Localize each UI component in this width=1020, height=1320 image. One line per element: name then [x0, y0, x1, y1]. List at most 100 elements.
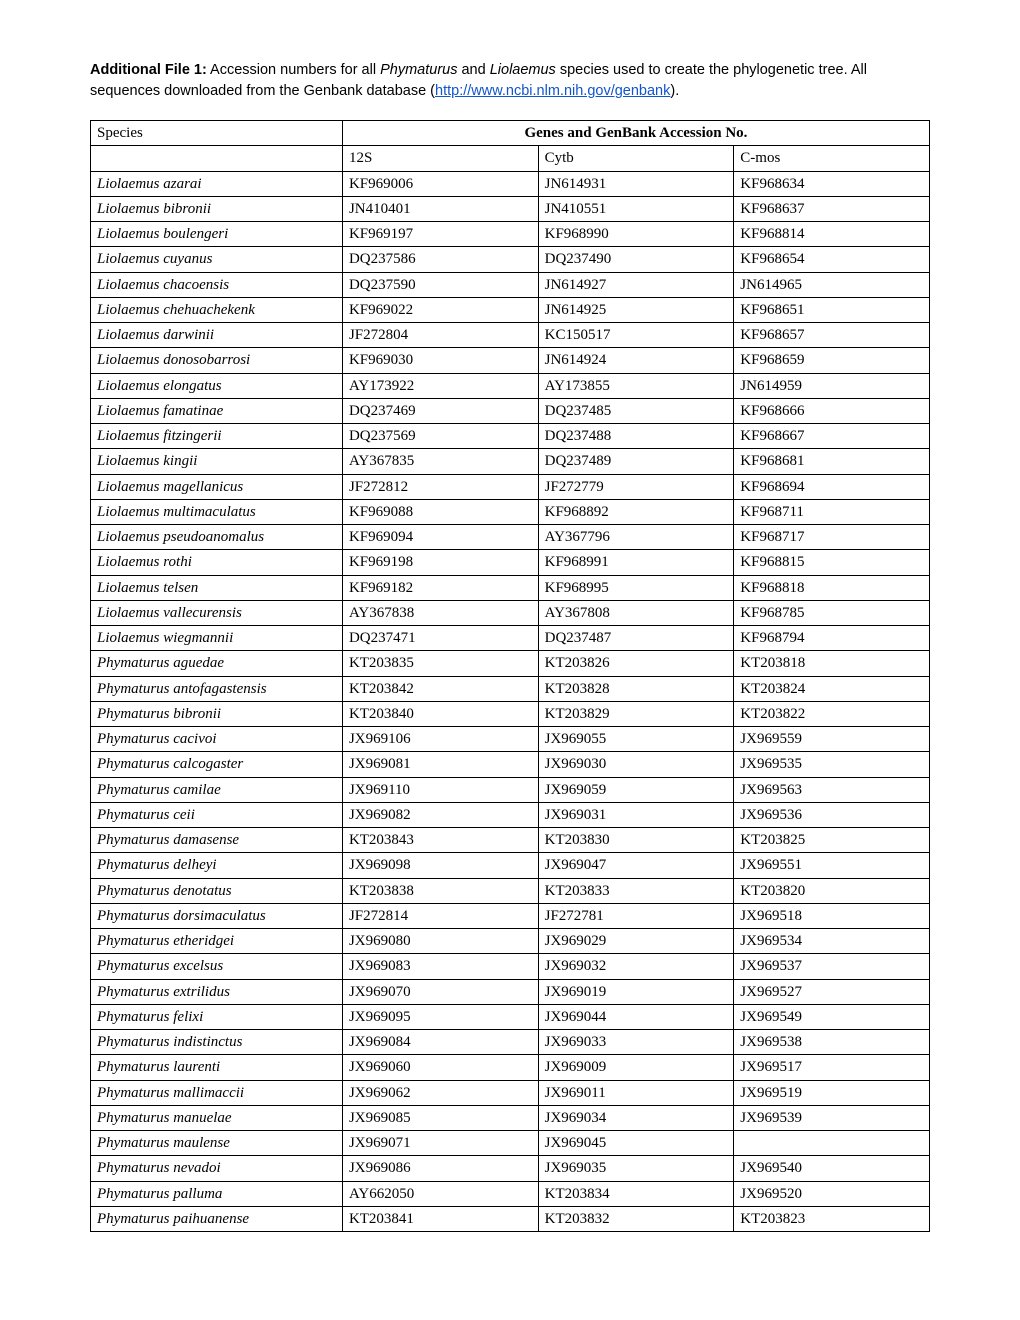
cell-cytb: JN614925 — [538, 297, 734, 322]
cell-cytb: KT203830 — [538, 828, 734, 853]
cell-12s: AY173922 — [342, 373, 538, 398]
cell-cmos: KF968785 — [734, 600, 930, 625]
cell-cytb: JX969011 — [538, 1080, 734, 1105]
table-row: Liolaemus cuyanusDQ237586DQ237490KF96865… — [91, 247, 930, 272]
cell-12s: JX969095 — [342, 1004, 538, 1029]
cell-12s: JX969081 — [342, 752, 538, 777]
header-cytb: Cytb — [538, 146, 734, 171]
table-row: Liolaemus kingiiAY367835DQ237489KF968681 — [91, 449, 930, 474]
cell-species: Phymaturus excelsus — [91, 954, 343, 979]
cell-12s: JX969110 — [342, 777, 538, 802]
cell-species: Liolaemus elongatus — [91, 373, 343, 398]
cell-cmos: JX969539 — [734, 1105, 930, 1130]
cell-cmos: KT203818 — [734, 651, 930, 676]
cell-species: Phymaturus palluma — [91, 1181, 343, 1206]
table-row: Phymaturus denotatusKT203838KT203833KT20… — [91, 878, 930, 903]
cell-cmos: KF968694 — [734, 474, 930, 499]
table-row: Phymaturus ceiiJX969082JX969031JX969536 — [91, 802, 930, 827]
cell-12s: JF272812 — [342, 474, 538, 499]
cell-species: Liolaemus bibronii — [91, 196, 343, 221]
cell-species: Liolaemus darwinii — [91, 323, 343, 348]
cell-cmos: JX969563 — [734, 777, 930, 802]
cell-species: Phymaturus nevadoi — [91, 1156, 343, 1181]
cell-12s: DQ237569 — [342, 424, 538, 449]
cell-12s: KF969088 — [342, 499, 538, 524]
cell-cytb: JN614924 — [538, 348, 734, 373]
cell-cytb: JX969059 — [538, 777, 734, 802]
cell-species: Liolaemus cuyanus — [91, 247, 343, 272]
table-header-row-1: Species Genes and GenBank Accession No. — [91, 121, 930, 146]
cell-12s: JX969070 — [342, 979, 538, 1004]
cell-species: Phymaturus cacivoi — [91, 727, 343, 752]
cell-species: Phymaturus mallimaccii — [91, 1080, 343, 1105]
cell-cmos: KF968667 — [734, 424, 930, 449]
cell-cytb: DQ237489 — [538, 449, 734, 474]
cell-12s: KT203843 — [342, 828, 538, 853]
cell-cytb: AY367808 — [538, 600, 734, 625]
table-row: Phymaturus excelsusJX969083JX969032JX969… — [91, 954, 930, 979]
cell-species: Liolaemus donosobarrosi — [91, 348, 343, 373]
cell-cytb: AY367796 — [538, 525, 734, 550]
cell-cmos: JX969527 — [734, 979, 930, 1004]
cell-12s: JX969080 — [342, 929, 538, 954]
cell-cytb: KF968990 — [538, 222, 734, 247]
table-row: Phymaturus paihuanenseKT203841KT203832KT… — [91, 1206, 930, 1231]
cell-species: Phymaturus denotatus — [91, 878, 343, 903]
intro-text-2: and — [457, 62, 489, 78]
cell-12s: KF969198 — [342, 550, 538, 575]
cell-species: Phymaturus laurenti — [91, 1055, 343, 1080]
cell-cmos: KF968654 — [734, 247, 930, 272]
cell-cytb: JX969032 — [538, 954, 734, 979]
intro-text-1: Accession numbers for all — [207, 62, 380, 78]
cell-12s: JX969084 — [342, 1030, 538, 1055]
cell-cmos: KT203825 — [734, 828, 930, 853]
cell-12s: JX969071 — [342, 1131, 538, 1156]
header-blank — [91, 146, 343, 171]
cell-cmos: KF968637 — [734, 196, 930, 221]
cell-species: Phymaturus etheridgei — [91, 929, 343, 954]
cell-species: Liolaemus famatinae — [91, 398, 343, 423]
cell-species: Phymaturus paihuanense — [91, 1206, 343, 1231]
table-row: Phymaturus damasenseKT203843KT203830KT20… — [91, 828, 930, 853]
cell-12s: KT203838 — [342, 878, 538, 903]
cell-cmos: KT203823 — [734, 1206, 930, 1231]
cell-species: Liolaemus telsen — [91, 575, 343, 600]
cell-12s: AY367838 — [342, 600, 538, 625]
cell-12s: KF969197 — [342, 222, 538, 247]
intro-italic-1: Phymaturus — [380, 62, 457, 78]
table-row: Phymaturus nevadoiJX969086JX969035JX9695… — [91, 1156, 930, 1181]
table-row: Liolaemus boulengeriKF969197KF968990KF96… — [91, 222, 930, 247]
cell-species: Phymaturus ceii — [91, 802, 343, 827]
table-body: Liolaemus azaraiKF969006JN614931KF968634… — [91, 171, 930, 1232]
cell-12s: KT203842 — [342, 676, 538, 701]
intro-paragraph: Additional File 1: Accession numbers for… — [90, 60, 930, 102]
cell-cmos: JN614959 — [734, 373, 930, 398]
genbank-link[interactable]: http://www.ncbi.nlm.nih.gov/genbank — [435, 83, 670, 99]
table-row: Liolaemus chacoensisDQ237590JN614927JN61… — [91, 272, 930, 297]
cell-cmos: KT203820 — [734, 878, 930, 903]
cell-cytb: JX969045 — [538, 1131, 734, 1156]
cell-cytb: KT203833 — [538, 878, 734, 903]
cell-cmos: KF968659 — [734, 348, 930, 373]
cell-cmos: KF968815 — [734, 550, 930, 575]
table-row: Liolaemus darwiniiJF272804KC150517KF9686… — [91, 323, 930, 348]
table-row: Liolaemus chehuachekenkKF969022JN614925K… — [91, 297, 930, 322]
cell-cmos: KF968818 — [734, 575, 930, 600]
cell-cytb: JN614931 — [538, 171, 734, 196]
table-row: Liolaemus magellanicusJF272812JF272779KF… — [91, 474, 930, 499]
cell-12s: KF969022 — [342, 297, 538, 322]
cell-cytb: AY173855 — [538, 373, 734, 398]
cell-cytb: JX969019 — [538, 979, 734, 1004]
table-row: Phymaturus laurentiJX969060JX969009JX969… — [91, 1055, 930, 1080]
table-row: Phymaturus extrilidusJX969070JX969019JX9… — [91, 979, 930, 1004]
table-row: Liolaemus donosobarrosiKF969030JN614924K… — [91, 348, 930, 373]
cell-cytb: KT203829 — [538, 701, 734, 726]
cell-cytb: JX969034 — [538, 1105, 734, 1130]
table-row: Phymaturus felixiJX969095JX969044JX96954… — [91, 1004, 930, 1029]
cell-species: Phymaturus camilae — [91, 777, 343, 802]
cell-cytb: JX969055 — [538, 727, 734, 752]
header-species: Species — [91, 121, 343, 146]
cell-cytb: KF968995 — [538, 575, 734, 600]
cell-cmos: KF968711 — [734, 499, 930, 524]
cell-cytb: JX969033 — [538, 1030, 734, 1055]
